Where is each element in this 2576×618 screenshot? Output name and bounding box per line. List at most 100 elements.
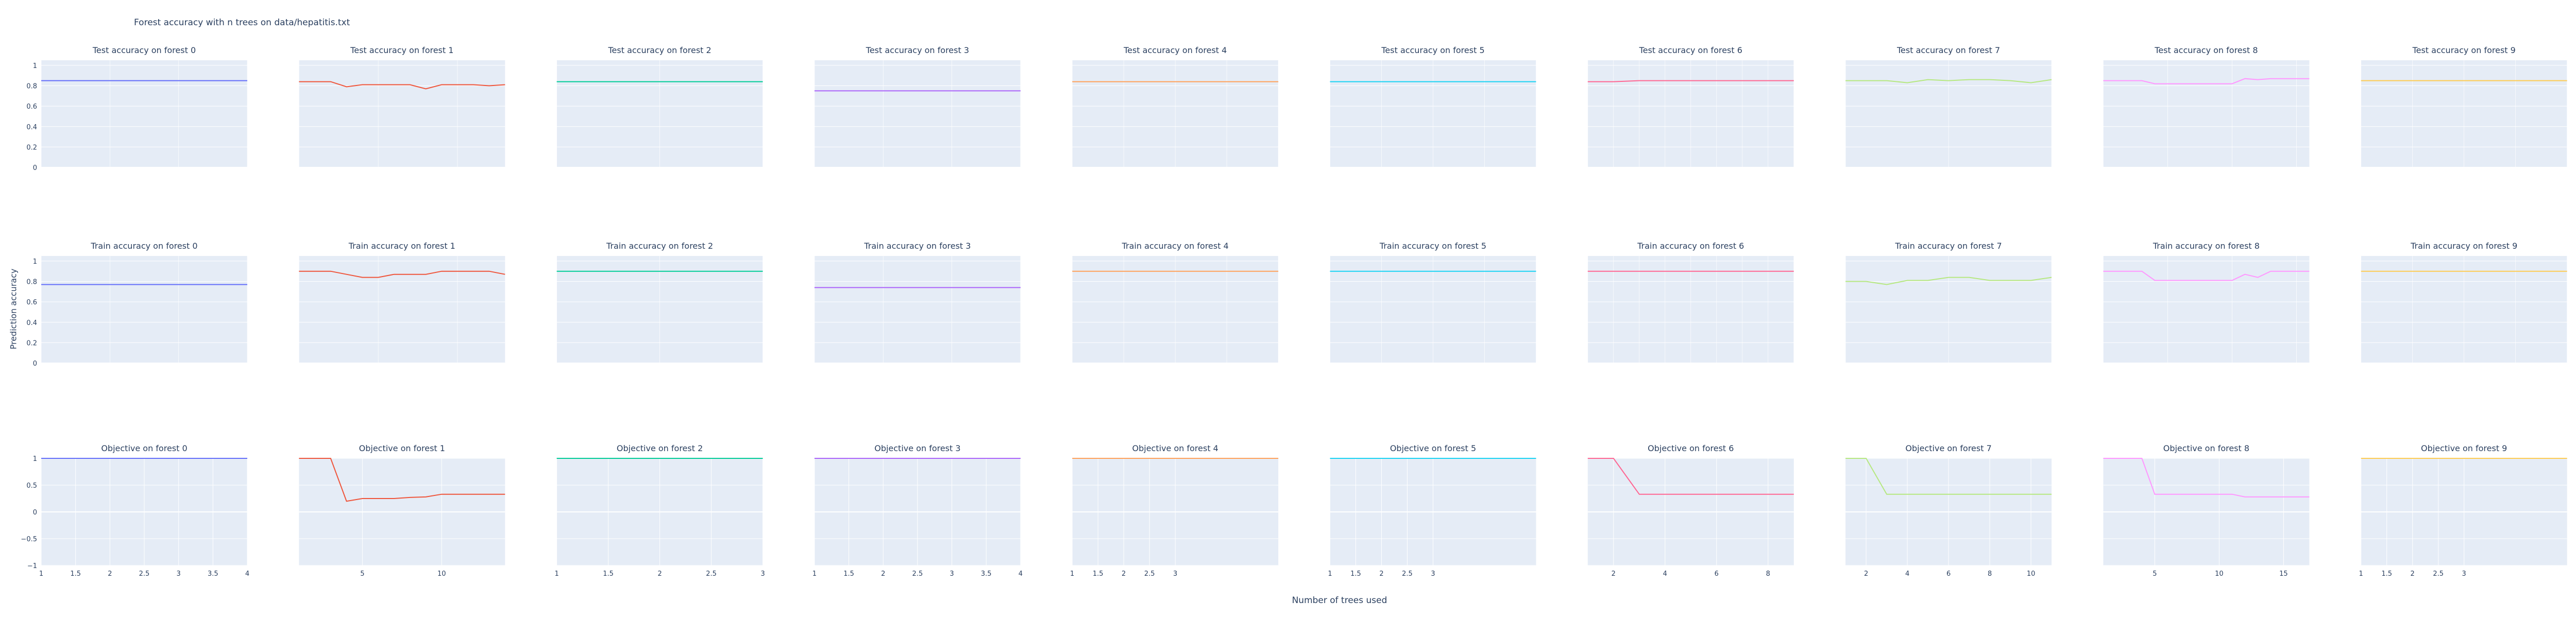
subplot-29: 1 1.5 2 2.5 3 Objective on forest 9 (2359, 443, 2567, 578)
series-line-forest-1 (299, 458, 505, 502)
subplot-12: Train accuracy on forest 2 (556, 241, 763, 364)
subplot-title: Test accuracy on forest 9 (2412, 45, 2516, 55)
subplot-title: Test accuracy on forest 1 (350, 45, 453, 55)
subplot-title: Objective on forest 5 (1390, 443, 1476, 453)
subplot-title: Train accuracy on forest 3 (863, 241, 971, 251)
x-tick-label: 2.5 (706, 570, 717, 578)
x-tick-label: 2 (1122, 570, 1126, 578)
x-tick-label: 2.5 (139, 570, 150, 578)
subplot-title: Train accuracy on forest 1 (348, 241, 455, 251)
x-tick-label: 1 (2359, 570, 2363, 578)
x-tick-label: 1.5 (2381, 570, 2392, 578)
x-tick-label: 3.5 (981, 570, 992, 578)
subplot-10: 0 0.2 0.4 0.6 0.8 1 Train accuracy on forest 0 (26, 241, 248, 368)
subplot-1: Test accuracy on forest 1 (298, 45, 505, 168)
y-tick-label: 1 (33, 455, 37, 463)
x-tick-label: 1 (554, 570, 558, 578)
subplot-title: Train accuracy on forest 6 (1637, 241, 1744, 251)
subplot-title: Train accuracy on forest 9 (2410, 241, 2517, 251)
y-tick-label: 0.6 (26, 103, 37, 111)
series-line-forest-6 (1587, 458, 1794, 495)
subplot-24: 1 1.5 2 2.5 3 Objective on forest 4 (1070, 443, 1279, 578)
y-tick-label: 0.4 (26, 319, 37, 327)
x-tick-label: 2 (1612, 570, 1616, 578)
figure-title: Forest accuracy with n trees on data/hep… (134, 18, 350, 28)
subplot-2: Test accuracy on forest 2 (556, 45, 763, 168)
subplot-title: Objective on forest 7 (1905, 443, 1991, 453)
subplot-19: Train accuracy on forest 9 (2361, 241, 2568, 364)
x-tick-label: 3.5 (208, 570, 218, 578)
subplot-title: Test accuracy on forest 3 (866, 45, 969, 55)
x-tick-label: 10 (2215, 570, 2224, 578)
x-tick-label: 1.5 (603, 570, 614, 578)
plot-background (2103, 60, 2310, 167)
subplot-14: Train accuracy on forest 4 (1072, 241, 1279, 364)
plot-background (41, 60, 247, 167)
subplot-title: Train accuracy on forest 4 (1122, 241, 1229, 251)
x-tick-label: 2 (657, 570, 662, 578)
y-tick-label: 0.8 (26, 279, 37, 286)
subplot-title: Objective on forest 1 (359, 443, 445, 453)
y-tick-label: 0 (33, 164, 37, 172)
x-tick-label: 2 (108, 570, 112, 578)
x-tick-label: 4 (1019, 570, 1023, 578)
subplot-title: Test accuracy on forest 8 (2154, 45, 2258, 55)
subplot-5: Test accuracy on forest 5 (1330, 45, 1536, 168)
y-tick-label: 0.5 (26, 482, 37, 490)
y-tick-label: 1 (33, 62, 37, 70)
series-line-forest-7 (1845, 458, 2052, 495)
x-tick-label: 2 (881, 570, 885, 578)
subplot-title: Objective on forest 3 (874, 443, 960, 453)
subplot-9: Test accuracy on forest 9 (2361, 45, 2568, 168)
subplot-20: −1 −0.5 0 0.5 1 1 1.5 2 2.5 3 3.5 4 Objective on for… (21, 443, 249, 578)
x-tick-label: 3 (177, 570, 181, 578)
y-tick-label: 0 (33, 509, 37, 517)
x-axis-title: Number of trees used (1292, 595, 1387, 606)
series-line-forest-8 (2103, 78, 2310, 84)
series-line-forest-7 (1845, 277, 2052, 285)
x-tick-label: 4 (1905, 570, 1909, 578)
x-tick-label: 6 (1715, 570, 1719, 578)
x-tick-label: 3 (2462, 570, 2466, 578)
subplot-15: Train accuracy on forest 5 (1330, 241, 1536, 364)
x-tick-label: 15 (2279, 570, 2288, 578)
x-tick-label: 2.5 (2433, 570, 2444, 578)
x-tick-label: 1 (812, 570, 817, 578)
subplot-title: Objective on forest 8 (2163, 443, 2249, 453)
x-tick-label: 1.5 (1093, 570, 1104, 578)
subplot-17: Train accuracy on forest 7 (1845, 241, 2052, 364)
x-tick-label: 3 (1431, 570, 1435, 578)
series-line-forest-8 (2103, 458, 2310, 497)
plot-background (2103, 256, 2310, 363)
x-tick-label: 1.5 (70, 570, 81, 578)
subplot-13: Train accuracy on forest 3 (814, 241, 1021, 364)
x-tick-label: 3 (760, 570, 765, 578)
plot-background (814, 60, 1021, 167)
y-tick-label: 0.2 (26, 144, 37, 151)
y-tick-label: 0.8 (26, 83, 37, 91)
series-line-forest-1 (299, 270, 505, 278)
subplot-title: Objective on forest 6 (1648, 443, 1734, 453)
series-line-forest-7 (1845, 79, 2052, 83)
x-tick-label: 1 (1328, 570, 1332, 578)
x-tick-label: 3 (950, 570, 954, 578)
subplot-16: Train accuracy on forest 6 (1587, 241, 1794, 364)
x-tick-label: 10 (437, 570, 446, 578)
x-tick-label: 8 (1988, 570, 1992, 578)
x-tick-label: 2 (2411, 570, 2415, 578)
x-tick-label: 2.5 (912, 570, 923, 578)
subplot-26: 2 4 6 8 Objective on forest 6 (1587, 443, 1794, 578)
subplot-11: Train accuracy on forest 1 (298, 241, 505, 364)
x-tick-label: 5 (360, 570, 364, 578)
series-line-forest-1 (299, 81, 505, 90)
x-tick-label: 2.5 (1144, 570, 1155, 578)
subplot-title: Objective on forest 4 (1132, 443, 1218, 453)
y-tick-label: 1 (33, 258, 37, 266)
x-tick-label: 1 (1070, 570, 1074, 578)
plot-background (299, 60, 505, 167)
subplot-28: 5 10 15 Objective on forest 8 (2103, 443, 2310, 578)
y-tick-label: 0.2 (26, 339, 37, 347)
subplot-title: Train accuracy on forest 5 (1379, 241, 1486, 251)
x-tick-label: 10 (2027, 570, 2036, 578)
subplot-title: Test accuracy on forest 2 (607, 45, 711, 55)
